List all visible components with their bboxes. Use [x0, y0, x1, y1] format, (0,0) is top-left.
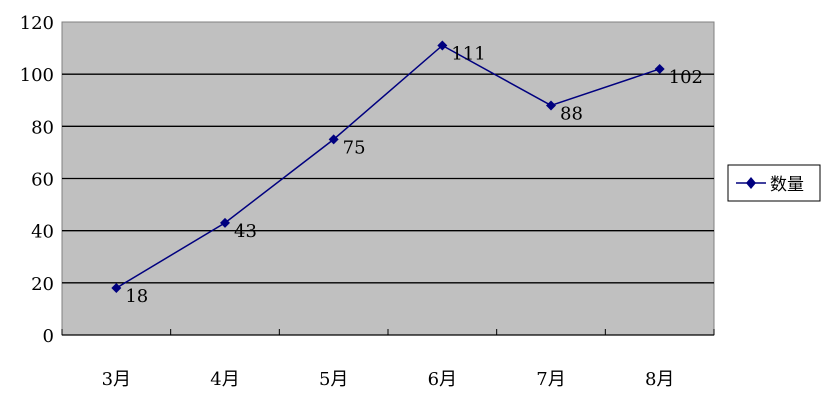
x-tick-label: 7月: [536, 369, 565, 390]
data-point: [437, 40, 448, 51]
x-tick-label: 5月: [319, 369, 348, 390]
x-axis: 3月 4月 5月 6月 7月 8月: [61, 329, 715, 390]
data-label: 18: [125, 286, 148, 307]
y-tick-label: 120: [20, 13, 54, 34]
y-tick-label: 60: [31, 170, 54, 191]
data-label: 43: [234, 221, 257, 242]
data-point: [546, 100, 556, 111]
data-label: 88: [560, 103, 583, 124]
y-tick-label: 40: [31, 222, 54, 243]
data-point: [111, 283, 122, 294]
x-tick-label: 8月: [645, 369, 674, 390]
series-group: [111, 40, 665, 294]
gridlines: [62, 73, 714, 284]
legend-label: 数量: [770, 175, 804, 195]
y-tick-label: 0: [43, 326, 54, 347]
data-point: [328, 134, 339, 145]
legend: 数量: [727, 164, 821, 202]
y-tick-label: 100: [20, 65, 54, 86]
x-tick-label: 3月: [102, 369, 131, 390]
y-tick-label: 20: [31, 274, 54, 295]
series-line: [115, 44, 660, 289]
data-label: 102: [669, 67, 703, 88]
legend-marker: [746, 177, 756, 189]
x-tick-label: 6月: [428, 369, 457, 390]
data-label: 111: [451, 43, 485, 64]
data-point: [220, 217, 230, 228]
y-axis: 0 20 40 60 80 100 120: [20, 13, 54, 347]
data-label: 75: [343, 137, 366, 158]
data-labels: 18 43 75 111 88 102: [125, 43, 703, 307]
y-tick-label: 80: [31, 117, 54, 138]
data-point: [654, 63, 665, 74]
x-tick-label: 4月: [210, 369, 239, 390]
